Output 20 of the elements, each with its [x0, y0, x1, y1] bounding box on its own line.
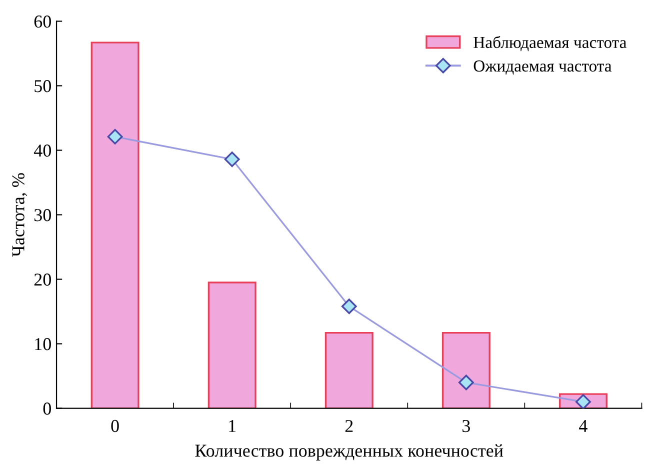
y-tick-label: 10: [35, 338, 51, 350]
y-tick-label: 20: [34, 274, 51, 286]
y-tick-label: 0: [43, 402, 51, 415]
x-tick-label: 2: [345, 420, 353, 432]
legend-label: Наблюдаемая частота: [474, 36, 626, 52]
y-tick-label: 30: [34, 209, 51, 222]
x-tick-label: 1: [229, 420, 236, 432]
bar: [208, 282, 256, 408]
bar: [90, 42, 140, 408]
bar: [442, 332, 490, 408]
legend-label: Ожидаемая частота: [474, 60, 612, 75]
y-tick-label: 50: [34, 80, 51, 92]
y-axis-title: Частота, %: [12, 173, 27, 257]
y-tick-label: 40: [34, 144, 51, 157]
bar: [324, 332, 374, 408]
x-axis-title: Количество поврежденных конечностей: [195, 444, 504, 460]
y-tick-label: 60: [34, 15, 51, 28]
x-tick-label: 4: [579, 420, 588, 432]
x-tick-label: 0: [111, 420, 119, 432]
x-tick-label: 3: [462, 420, 470, 432]
